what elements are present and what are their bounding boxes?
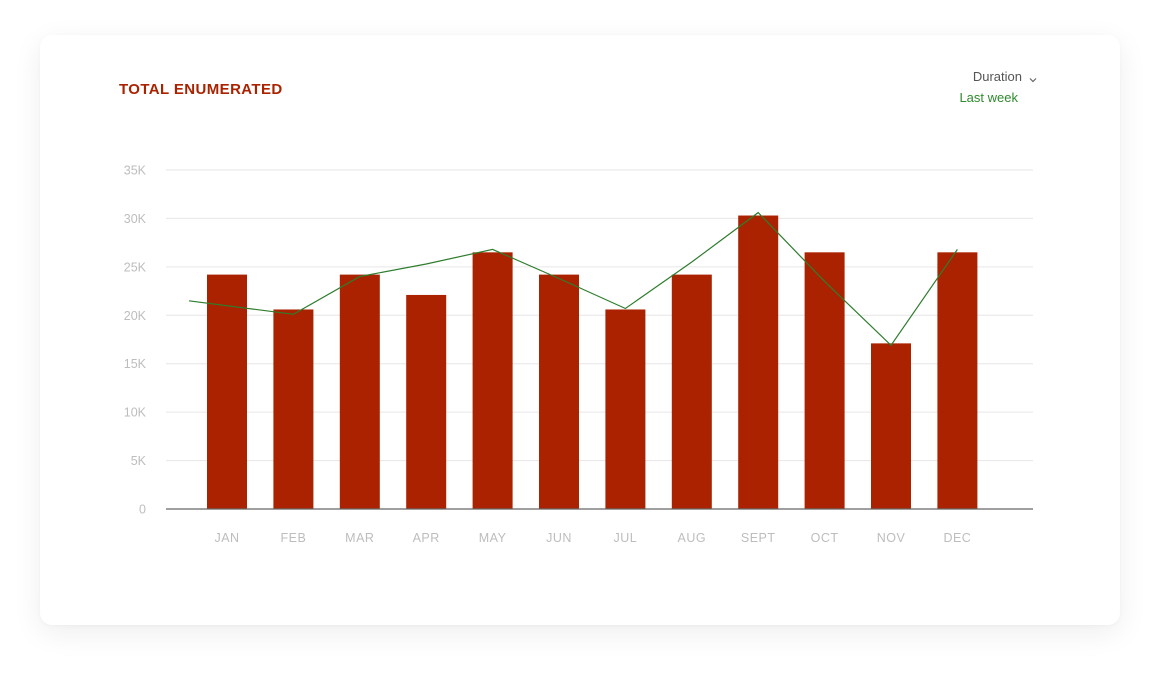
chart-title: TOTAL ENUMERATED	[119, 81, 283, 98]
bar-jul[interactable]	[605, 309, 646, 509]
x-tick-label: JUN	[546, 531, 572, 545]
y-tick-label: 25K	[124, 260, 147, 274]
bar-feb[interactable]	[273, 309, 314, 509]
x-tick-label: JUL	[614, 531, 638, 545]
y-tick-label: 15K	[124, 357, 147, 371]
duration-dropdown[interactable]: Duration	[973, 69, 1038, 84]
x-tick-label: OCT	[811, 531, 839, 545]
axes: 0 5K 10K 15K 20K 25K 30K 35K JAN FEB MAR APR MAY JUN J…	[124, 164, 1033, 545]
x-tick-label: AUG	[678, 531, 707, 545]
trend-line-layer	[188, 211, 958, 347]
x-tick-label: APR	[413, 531, 440, 545]
y-tick-label: 20K	[124, 309, 147, 323]
y-tick-label: 35K	[124, 164, 147, 178]
x-tick-label: MAR	[345, 531, 374, 545]
x-tick-label: SEPT	[741, 531, 776, 545]
x-tick-label: NOV	[877, 531, 906, 545]
bar-mar[interactable]	[339, 274, 380, 509]
bar-aug[interactable]	[671, 274, 712, 509]
bars	[207, 215, 978, 510]
y-tick-label: 5K	[131, 454, 147, 468]
x-tick-label: MAY	[479, 531, 507, 545]
duration-selected-value[interactable]: Last week	[959, 90, 1018, 105]
trend-line	[188, 211, 958, 347]
bar-jun[interactable]	[539, 274, 579, 509]
duration-label: Duration	[972, 69, 1022, 84]
bar-may[interactable]	[472, 252, 513, 510]
bar-jan[interactable]	[207, 274, 247, 509]
y-tick-label: 30K	[124, 212, 147, 226]
bar-sept[interactable]	[738, 215, 779, 509]
bar-nov[interactable]	[871, 343, 911, 509]
bar-apr[interactable]	[406, 294, 447, 509]
y-tick-label: 0	[139, 503, 146, 517]
bar-dec[interactable]	[937, 252, 978, 510]
x-tick-label: DEC	[943, 531, 971, 545]
y-tick-label: 10K	[124, 406, 147, 420]
chevron-down-icon	[1028, 72, 1038, 82]
bar-oct[interactable]	[804, 252, 845, 510]
x-tick-label: FEB	[280, 531, 306, 545]
x-tick-label: JAN	[214, 531, 239, 545]
